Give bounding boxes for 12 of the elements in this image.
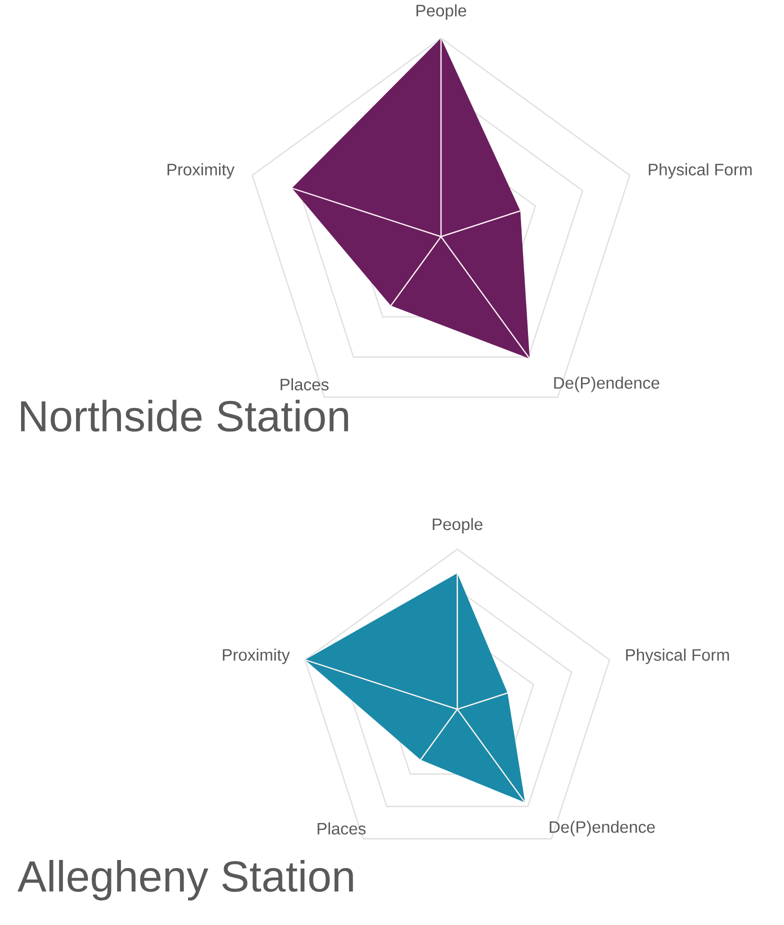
spoke-label: Physical Form — [648, 163, 752, 179]
spoke-label: Proximity — [222, 648, 290, 664]
spoke-label: People — [432, 518, 482, 534]
spoke-label: De(P)endence — [550, 820, 655, 836]
spoke-label: People — [416, 4, 466, 20]
text: Northside Station — [20, 400, 348, 432]
spoke-label: Places — [318, 822, 366, 835]
text: Allegheny Station — [17, 860, 353, 900]
spoke-label: Proximity — [167, 163, 234, 179]
spoke-label: Physical Form — [626, 648, 729, 664]
spoke-label: De(P)endence — [554, 376, 660, 392]
spoke-label: Places — [280, 378, 328, 390]
